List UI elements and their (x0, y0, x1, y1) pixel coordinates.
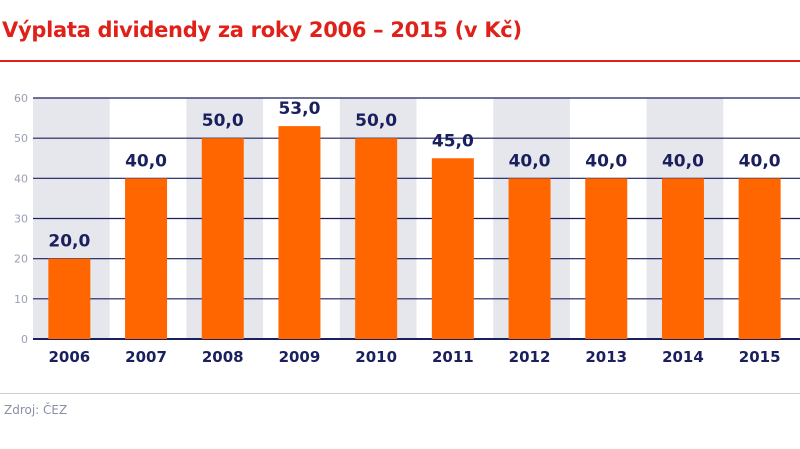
data-label: 40,0 (509, 151, 551, 171)
source-note: Zdroj: ČEZ (4, 403, 68, 417)
chart-title: Výplata dividendy za roky 2006 – 2015 (v… (2, 18, 522, 42)
bar-2007 (125, 178, 168, 339)
data-label: 40,0 (125, 151, 167, 171)
bar-2008 (201, 138, 244, 339)
y-tick-label: 60 (14, 92, 28, 105)
bar-2012 (508, 178, 551, 339)
bar-2009 (278, 126, 321, 339)
x-tick-label: 2014 (662, 348, 704, 366)
x-tick-label: 2015 (739, 348, 781, 366)
data-label: 40,0 (585, 151, 627, 171)
bar-2006 (48, 258, 91, 339)
x-tick-label: 2010 (355, 348, 397, 366)
bar-2011 (431, 158, 474, 339)
x-tick-label: 2013 (585, 348, 627, 366)
data-label: 45,0 (432, 131, 474, 151)
bar-chart: 0 10 20 30 40 50 60 20,0 2006 40,0 2007 50,0 2008 53,… (14, 92, 800, 366)
data-label: 20,0 (48, 232, 90, 252)
x-tick-label: 2012 (509, 348, 551, 366)
footer-divider (0, 393, 800, 394)
bar-2013 (585, 178, 628, 339)
data-label: 53,0 (278, 99, 320, 119)
x-tick-label: 2006 (48, 348, 90, 366)
x-tick-label: 2007 (125, 348, 167, 366)
y-tick-label: 10 (14, 293, 28, 306)
data-label: 50,0 (202, 111, 244, 131)
y-tick-label: 40 (14, 172, 28, 185)
x-tick-label: 2008 (202, 348, 244, 366)
bar-2010 (355, 138, 398, 339)
x-tick-label: 2011 (432, 348, 474, 366)
y-tick-label: 50 (14, 132, 28, 145)
data-label: 40,0 (739, 151, 781, 171)
title-divider (0, 60, 800, 62)
y-tick-label: 0 (21, 333, 28, 346)
bar-2015 (738, 178, 781, 339)
data-label: 50,0 (355, 111, 397, 131)
y-tick-label: 30 (14, 213, 28, 226)
bar-2014 (661, 178, 704, 339)
y-tick-label: 20 (14, 253, 28, 266)
x-tick-label: 2009 (279, 348, 321, 366)
data-label: 40,0 (662, 151, 704, 171)
